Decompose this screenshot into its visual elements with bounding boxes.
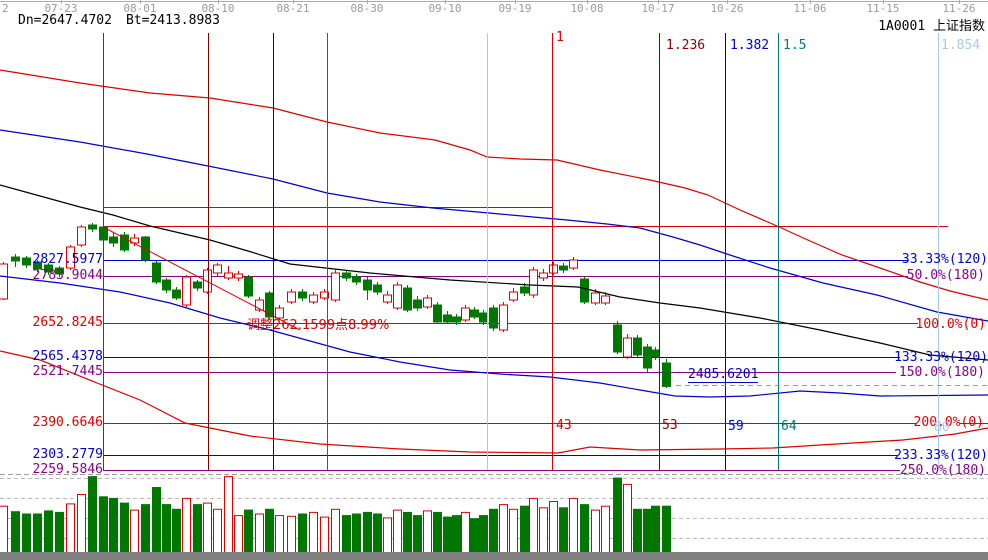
fib-percent-label: 150.0%(180) xyxy=(898,365,985,380)
ma-black xyxy=(0,184,988,361)
bar-count-label: 43 xyxy=(556,418,572,433)
fib-percent-label: 200.0%(0) xyxy=(913,415,984,430)
date-tick-label: 11-06 xyxy=(793,2,827,15)
symbol-name: 上证指数 xyxy=(932,19,985,34)
price-level-label: 2827.5977 xyxy=(32,252,103,267)
upper-ma-blue xyxy=(0,129,988,322)
price-level-label: 2652.8245 xyxy=(32,315,103,330)
symbol-code: 1A0001 xyxy=(878,19,926,34)
fib-ratio-label: 1.5 xyxy=(783,38,807,53)
last-price-label: 2485.6201 xyxy=(688,367,759,383)
indicator-bt-value: Bt=2413.8983 xyxy=(126,13,220,28)
fib-percent-label: 33.33%(120) xyxy=(901,252,988,267)
price-level-label: 2303.2779 xyxy=(32,447,103,462)
date-tick-label: 11-15 xyxy=(866,2,900,15)
fib-price-gridlines xyxy=(103,207,988,471)
date-tick-label: 08-01 xyxy=(123,2,157,15)
correction-annotation: 调整262.1599点8.99% xyxy=(247,318,390,333)
date-tick-label: 11-26 xyxy=(942,2,976,15)
bar-count-label: 53 xyxy=(662,418,678,433)
volume-bars[interactable] xyxy=(0,474,988,554)
fib-ratio-label: 1.236 xyxy=(666,38,706,53)
fib-percent-label: 100.0%(0) xyxy=(915,317,986,332)
price-level-label: 2390.6646 xyxy=(32,415,103,430)
trendline-and-dashes xyxy=(102,226,988,386)
moving-average-lines xyxy=(0,69,988,454)
date-tick-label: 08-21 xyxy=(276,2,310,15)
price-level-label: 2565.4378 xyxy=(32,349,103,364)
candlestick-series[interactable] xyxy=(0,223,671,388)
bar-count-label: 64 xyxy=(781,419,797,434)
lower-envelope-red xyxy=(0,350,988,454)
bar-count-label: 80 xyxy=(934,420,950,435)
price-level-label: 2783.9044 xyxy=(32,268,103,283)
fib-ratio-label: 1 xyxy=(556,30,564,45)
date-tick-label: 10-08 xyxy=(570,2,604,15)
price-level-label: 2259.5846 xyxy=(32,462,103,477)
top-axis-frame xyxy=(0,0,988,4)
fib-percent-label: 250.0%(180) xyxy=(899,463,986,478)
date-tick-label: 10-17 xyxy=(641,2,675,15)
symbol-header[interactable]: 1A0001 上证指数 xyxy=(878,15,985,34)
status-bar xyxy=(0,552,988,560)
date-tick-label: 07-23 xyxy=(44,2,78,15)
date-tick-label: 09-10 xyxy=(428,2,462,15)
fib-ratio-label: 1.854 xyxy=(941,38,981,53)
date-tick-label: 09-19 xyxy=(498,2,532,15)
date-tick-label: 08-30 xyxy=(350,2,384,15)
indicator-dn-value: Dn=2647.4702 xyxy=(18,13,112,28)
fib-percent-label: 233.33%(120) xyxy=(894,448,988,463)
date-tick-label: 10-26 xyxy=(710,2,744,15)
date-tick-label: 2 xyxy=(2,2,9,15)
bar-count-label: 59 xyxy=(728,419,744,434)
date-tick-label: 08-10 xyxy=(201,2,235,15)
price-level-label: 2521.7445 xyxy=(32,364,103,379)
upper-envelope-red xyxy=(0,69,988,301)
fib-time-verticals[interactable] xyxy=(103,33,939,470)
fib-percent-label: 133.33%(120) xyxy=(894,350,988,365)
fib-ratio-label: 1.382 xyxy=(730,38,770,53)
mid-ma-blue xyxy=(0,275,988,398)
fib-percent-label: 50.0%(180) xyxy=(906,268,985,283)
